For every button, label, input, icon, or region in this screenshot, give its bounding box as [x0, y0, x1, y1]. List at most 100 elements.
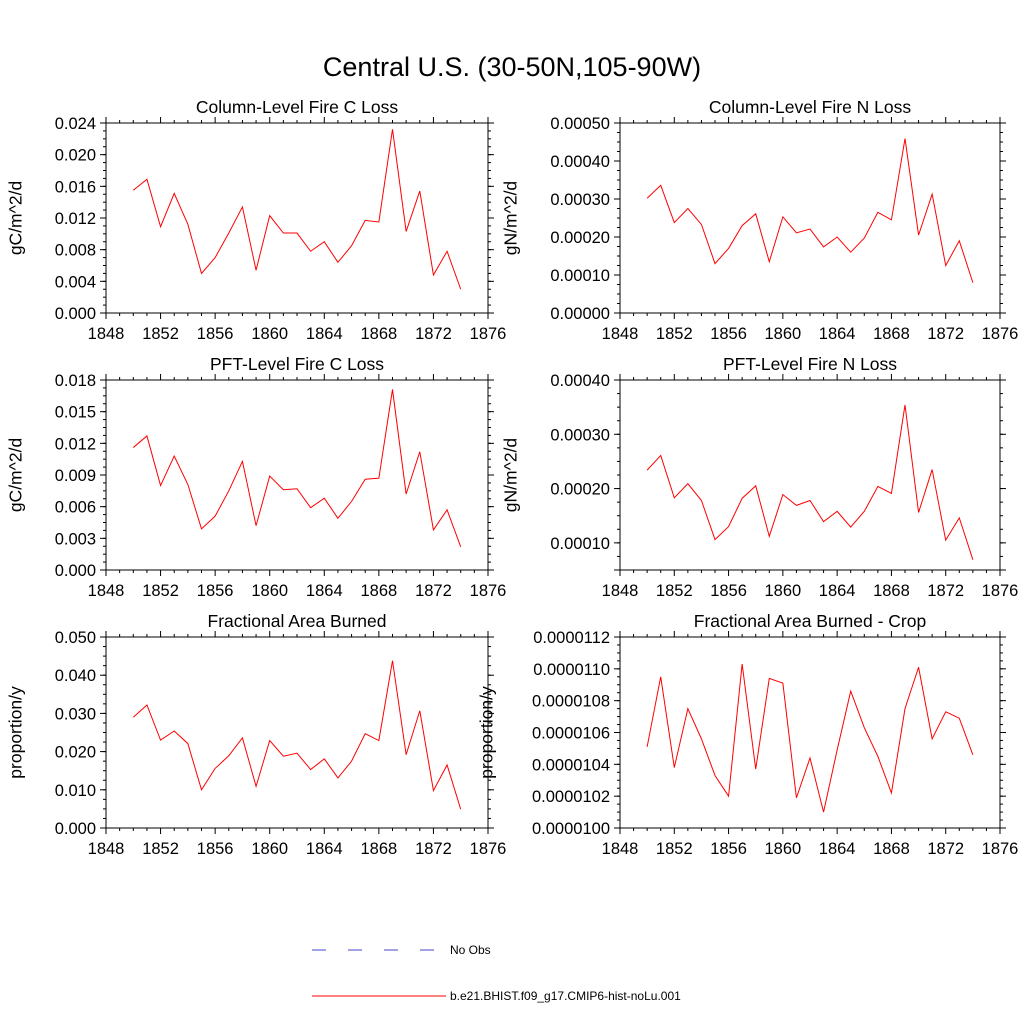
y-tick-label: 0.040 — [55, 667, 96, 685]
y-axis-label: proportion/y — [477, 686, 497, 779]
panel-title: PFT-Level Fire C Loss — [210, 354, 384, 374]
y-tick-label: 0.00040 — [550, 153, 610, 171]
panel-title: PFT-Level Fire N Loss — [723, 354, 897, 374]
y-tick-label: 0.016 — [55, 178, 96, 196]
y-tick-label: 0.0000106 — [532, 725, 610, 743]
legend: No Obs b.e21.BHIST.f09_g17.CMIP6-hist-no… — [312, 943, 681, 1003]
x-tick-label: 1876 — [470, 582, 507, 600]
x-tick-label: 1860 — [764, 582, 801, 600]
series-line-1 — [132, 129, 462, 290]
x-tick-label: 1876 — [982, 325, 1019, 343]
series-line-1 — [646, 138, 974, 283]
x-tick-label: 1876 — [982, 840, 1019, 858]
legend-model-label: b.e21.BHIST.f09_g17.CMIP6-hist-noLu.001 — [450, 989, 681, 1003]
x-tick-label: 1860 — [764, 840, 801, 858]
x-tick-label: 1848 — [602, 582, 639, 600]
x-tick-label: 1872 — [927, 325, 964, 343]
series-line-1 — [132, 660, 462, 810]
x-tick-label: 1856 — [197, 840, 234, 858]
y-tick-label: 0.00020 — [550, 229, 610, 247]
x-tick-label: 1860 — [251, 582, 288, 600]
series-line-1 — [646, 663, 974, 813]
y-tick-label: 0.004 — [55, 273, 96, 291]
series-line-1 — [646, 404, 974, 560]
y-tick-label: 0.050 — [55, 629, 96, 647]
x-tick-label: 1852 — [142, 325, 179, 343]
x-tick-label: 1852 — [656, 840, 693, 858]
y-tick-label: 0.008 — [55, 242, 96, 260]
x-tick-label: 1864 — [819, 325, 856, 343]
y-tick-label: 0.006 — [55, 499, 96, 517]
x-tick-label: 1864 — [819, 840, 856, 858]
y-tick-label: 0.0000104 — [532, 756, 610, 774]
panel-3: PFT-Level Fire C Loss gC/m^2/d 1848 1852 185… — [6, 354, 507, 600]
x-tick-label: 1876 — [982, 582, 1019, 600]
y-tick-label: 0.0000112 — [533, 629, 610, 647]
y-axis-label: gC/m^2/d — [6, 438, 26, 512]
y-tick-label: 0.0000102 — [532, 788, 610, 806]
y-tick-label: 0.024 — [55, 115, 96, 133]
x-tick-label: 1864 — [306, 840, 343, 858]
x-tick-label: 1856 — [710, 840, 747, 858]
x-tick-label: 1868 — [360, 840, 397, 858]
legend-obs-label: No Obs — [450, 943, 491, 957]
x-tick-label: 1848 — [602, 325, 639, 343]
y-tick-label: 0.000 — [55, 305, 96, 323]
y-tick-label: 0.00050 — [550, 115, 610, 133]
panels: Column-Level Fire C Loss gC/m^2/d 1848 1852… — [6, 97, 1019, 858]
y-tick-label: 0.0000108 — [532, 693, 610, 711]
x-tick-label: 1864 — [306, 325, 343, 343]
y-tick-label: 0.010 — [55, 782, 96, 800]
x-tick-label: 1872 — [415, 582, 452, 600]
x-tick-label: 1856 — [197, 582, 234, 600]
x-tick-label: 1868 — [360, 325, 397, 343]
x-tick-label: 1860 — [764, 325, 801, 343]
x-tick-label: 1876 — [470, 325, 507, 343]
x-tick-label: 1868 — [360, 582, 397, 600]
panel-5: Fractional Area Burned proportion/y 1848 18… — [6, 611, 507, 858]
x-tick-label: 1848 — [88, 840, 125, 858]
x-tick-label: 1848 — [602, 840, 639, 858]
panel-1: Column-Level Fire C Loss gC/m^2/d 1848 1852… — [6, 97, 507, 343]
plot-frame — [619, 122, 1001, 314]
x-tick-label: 1876 — [470, 840, 507, 858]
x-tick-label: 1856 — [710, 582, 747, 600]
x-tick-label: 1868 — [873, 325, 910, 343]
y-tick-label: 0.020 — [55, 147, 96, 165]
y-tick-label: 0.00030 — [550, 426, 610, 444]
y-tick-label: 0.012 — [55, 435, 96, 453]
panel-title: Column-Level Fire N Loss — [709, 97, 912, 117]
x-tick-label: 1868 — [873, 582, 910, 600]
series-line-1 — [132, 389, 462, 547]
y-axis-label: gN/m^2/d — [501, 181, 521, 255]
x-tick-label: 1872 — [415, 325, 452, 343]
x-tick-label: 1860 — [251, 840, 288, 858]
x-tick-label: 1852 — [656, 325, 693, 343]
x-tick-label: 1860 — [251, 325, 288, 343]
x-tick-label: 1852 — [142, 582, 179, 600]
y-tick-label: 0.0000110 — [533, 661, 610, 679]
x-tick-label: 1852 — [656, 582, 693, 600]
x-tick-label: 1856 — [710, 325, 747, 343]
y-tick-label: 0.003 — [55, 530, 96, 548]
x-tick-label: 1868 — [873, 840, 910, 858]
y-tick-label: 0.00030 — [550, 191, 610, 209]
y-tick-label: 0.030 — [55, 705, 96, 723]
y-tick-label: 0.00010 — [550, 535, 610, 553]
y-tick-label: 0.00000 — [550, 305, 610, 323]
y-axis-label: gN/m^2/d — [501, 438, 521, 512]
y-tick-label: 0.00040 — [550, 372, 610, 390]
plot-frame — [619, 379, 1001, 571]
plot-frame — [105, 379, 489, 571]
y-tick-label: 0.015 — [55, 404, 96, 422]
y-tick-label: 0.012 — [55, 210, 96, 228]
x-tick-label: 1872 — [415, 840, 452, 858]
y-tick-label: 0.00020 — [550, 481, 610, 499]
y-tick-label: 0.020 — [55, 744, 96, 762]
panel-4: PFT-Level Fire N Loss gN/m^2/d 1848 1852 185… — [501, 354, 1019, 600]
x-tick-label: 1848 — [88, 582, 125, 600]
figure-title: Central U.S. (30-50N,105-90W) — [323, 52, 701, 82]
panel-title: Column-Level Fire C Loss — [196, 97, 399, 117]
